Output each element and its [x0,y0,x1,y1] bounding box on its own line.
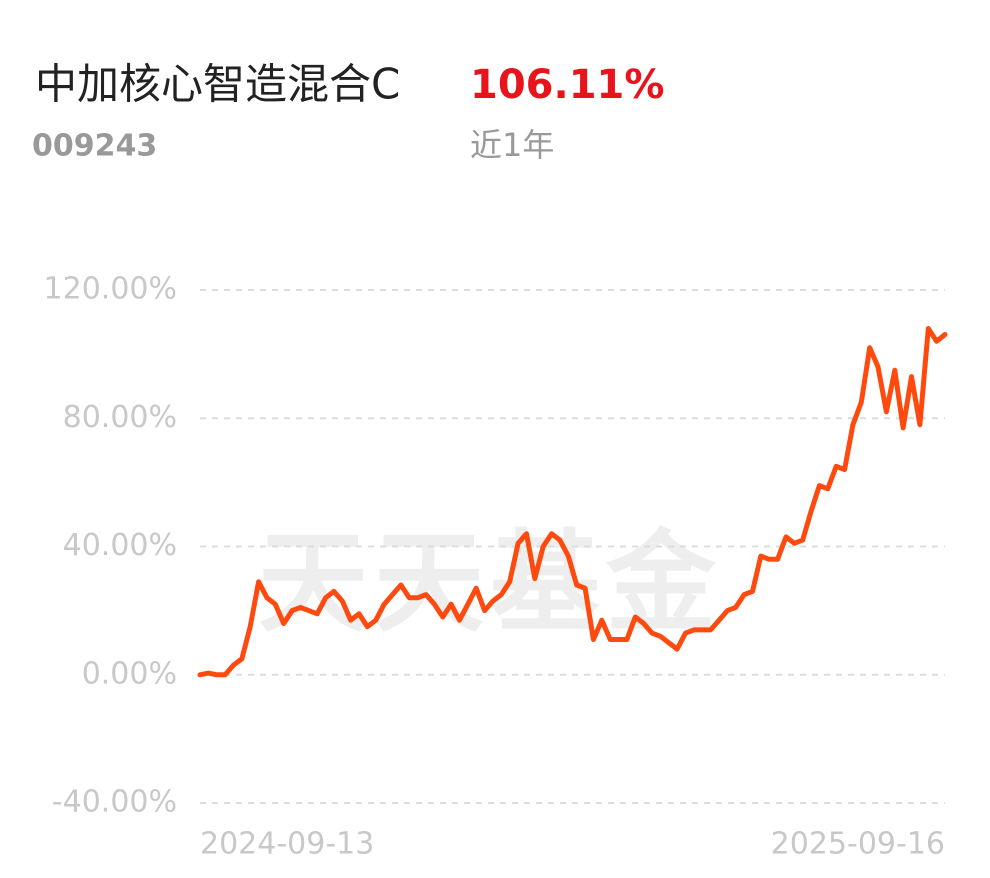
period: 近1年 [470,126,554,164]
fund-name: 中加核心智造混合C [35,60,400,109]
y-tick-label: 80.00% [63,400,177,435]
y-tick-label: -40.00% [52,785,177,820]
watermark: 天天基金 [258,518,722,647]
y-tick-label: 120.00% [44,272,177,307]
fund-code: 009243 [32,129,157,164]
x-tick-label: 2024-09-13 [200,827,374,862]
x-tick-label: 2025-09-16 [771,827,945,862]
line [197,326,948,678]
return: 106.11% [470,62,664,108]
y-tick-label: 40.00% [63,528,177,563]
y-tick-label: 0.00% [82,656,177,691]
